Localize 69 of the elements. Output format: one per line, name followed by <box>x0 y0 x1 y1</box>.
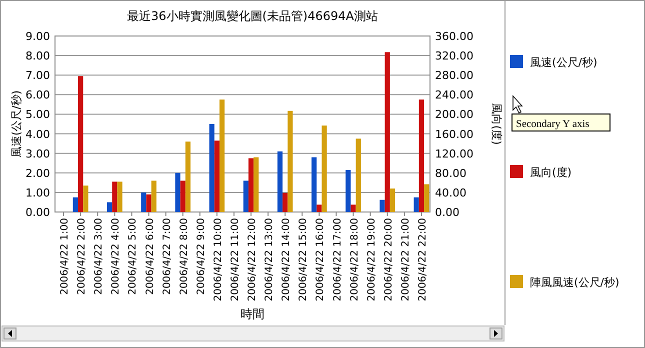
y-tick-label: 7.00 <box>26 69 50 82</box>
y2-tick-label: 320.00 <box>435 50 474 63</box>
chart-title: 最近36小時實測風變化圖(未品管)46694A測站 <box>126 9 378 23</box>
bar <box>414 197 419 212</box>
x-tick-label: 2006/4/22 8:00 <box>178 218 190 295</box>
bar <box>277 151 283 212</box>
x-tick-label: 2006/4/22 3:00 <box>94 218 105 295</box>
y2-tick-label: 280.00 <box>435 69 474 82</box>
x-axis-title: 時間 <box>240 307 264 321</box>
y-tick-label: 0.00 <box>26 206 50 219</box>
bar <box>316 204 322 212</box>
y2-tick-label: 0.00 <box>435 206 460 219</box>
bar <box>356 138 361 212</box>
y-axis-title: 風速(公尺/秒) <box>10 90 23 158</box>
x-tick-label: 2006/4/22 20:00 <box>383 218 394 302</box>
legend-label: 陣風風速(公尺/秒) <box>530 276 620 289</box>
x-tick-label: 2006/4/22 18:00 <box>349 218 360 302</box>
x-tick-label: 2006/4/22 2:00 <box>76 218 88 295</box>
bar <box>78 76 84 212</box>
y-tick-label: 2.00 <box>26 166 50 180</box>
x-tick-label: 2006/4/22 10:00 <box>212 218 224 302</box>
x-tick-label: 2006/4/22 21:00 <box>400 218 412 302</box>
y-tick-label: 1.00 <box>26 186 50 200</box>
bar <box>424 184 430 212</box>
bar <box>288 110 293 212</box>
x-tick-label: 2006/4/22 19:00 <box>366 218 378 302</box>
y2-axis-title: 風向(度) <box>490 103 503 145</box>
bar <box>384 52 390 212</box>
y-tick-label: 3.00 <box>26 147 50 160</box>
x-tick-label: 2006/4/22 6:00 <box>144 218 156 295</box>
bar <box>72 197 78 212</box>
x-tick-label: 2006/4/22 4:00 <box>110 218 122 295</box>
y2-tick-label: 240.00 <box>435 88 474 102</box>
y2-tick-label: 200.00 <box>435 108 474 122</box>
bar <box>418 100 424 212</box>
y2-tick-label: 40.00 <box>435 186 466 200</box>
x-tick-label: 2006/4/22 17:00 <box>332 218 344 302</box>
x-tick-label: 2006/4/22 9:00 <box>196 218 207 295</box>
x-tick-label: 2006/4/22 7:00 <box>162 218 173 295</box>
bar <box>83 186 88 212</box>
bar <box>350 204 356 212</box>
y-tick-label: 8.00 <box>26 50 50 63</box>
x-tick-label: 2006/4/22 13:00 <box>264 218 276 302</box>
bar <box>185 142 191 212</box>
text: Secondary Y axis <box>516 119 590 130</box>
legend-label: 風速(公尺/秒) <box>530 56 598 69</box>
y2-tick-label: 160.00 <box>435 128 474 141</box>
x-tick-label: 2006/4/22 1:00 <box>60 218 71 295</box>
bar <box>312 157 317 212</box>
y-tick-label: 9.00 <box>26 30 50 43</box>
bar <box>282 192 288 212</box>
y-tick-label: 4.00 <box>26 128 50 141</box>
x-tick-label: 2006/4/22 11:00 <box>230 218 241 302</box>
x-tick-label: 2006/4/22 16:00 <box>315 218 326 302</box>
y2-tick-label: 80.00 <box>435 166 466 180</box>
legend-label: 風向(度) <box>530 166 572 179</box>
bar <box>322 126 327 212</box>
y-tick-label: 5.00 <box>26 108 50 122</box>
bar <box>380 200 385 212</box>
y2-tick-label: 120.00 <box>435 147 474 160</box>
x-tick-label: 2006/4/22 15:00 <box>298 218 310 302</box>
x-tick-label: 2006/4/22 22:00 <box>417 218 428 302</box>
bar <box>390 188 396 212</box>
y-tick-label: 6.00 <box>26 88 50 102</box>
x-tick-label: 2006/4/22 12:00 <box>247 218 258 302</box>
x-tick-label: 2006/4/22 5:00 <box>128 218 139 295</box>
y2-tick-label: 360.00 <box>435 30 474 43</box>
bar <box>346 170 351 212</box>
x-tick-label: 2006/4/22 14:00 <box>281 218 292 302</box>
